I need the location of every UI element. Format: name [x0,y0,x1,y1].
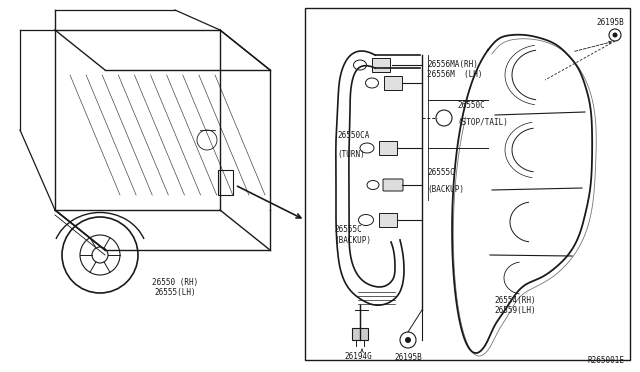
Circle shape [405,337,411,343]
Bar [352,328,368,340]
Text: (BACKUP): (BACKUP) [334,236,371,245]
Text: R265001E: R265001E [588,356,625,365]
Text: 26556MA(RH): 26556MA(RH) [427,60,478,69]
Text: 26195B: 26195B [596,18,624,27]
Text: (STOP/TAIL): (STOP/TAIL) [457,118,508,127]
Bar [218,170,233,195]
Bar [384,76,402,90]
Text: 26555C: 26555C [427,168,455,177]
Text: 26550 (RH)
26555(LH): 26550 (RH) 26555(LH) [152,278,198,297]
Bar [379,141,397,155]
Text: 26555C: 26555C [334,225,362,234]
Text: 26556M  (LH): 26556M (LH) [427,70,483,79]
Bar [372,58,390,72]
Text: 26550C: 26550C [457,101,484,110]
Text: 26194G: 26194G [344,352,372,361]
Bar [305,8,630,360]
Text: (BACKUP): (BACKUP) [427,185,464,194]
Bar [379,213,397,227]
FancyBboxPatch shape [383,179,403,191]
Text: 26550CA: 26550CA [337,131,369,140]
Text: 26554(RH)
26559(LH): 26554(RH) 26559(LH) [494,296,536,315]
Text: (TURN): (TURN) [337,150,365,159]
Text: 26195B: 26195B [394,353,422,362]
Circle shape [612,32,618,38]
